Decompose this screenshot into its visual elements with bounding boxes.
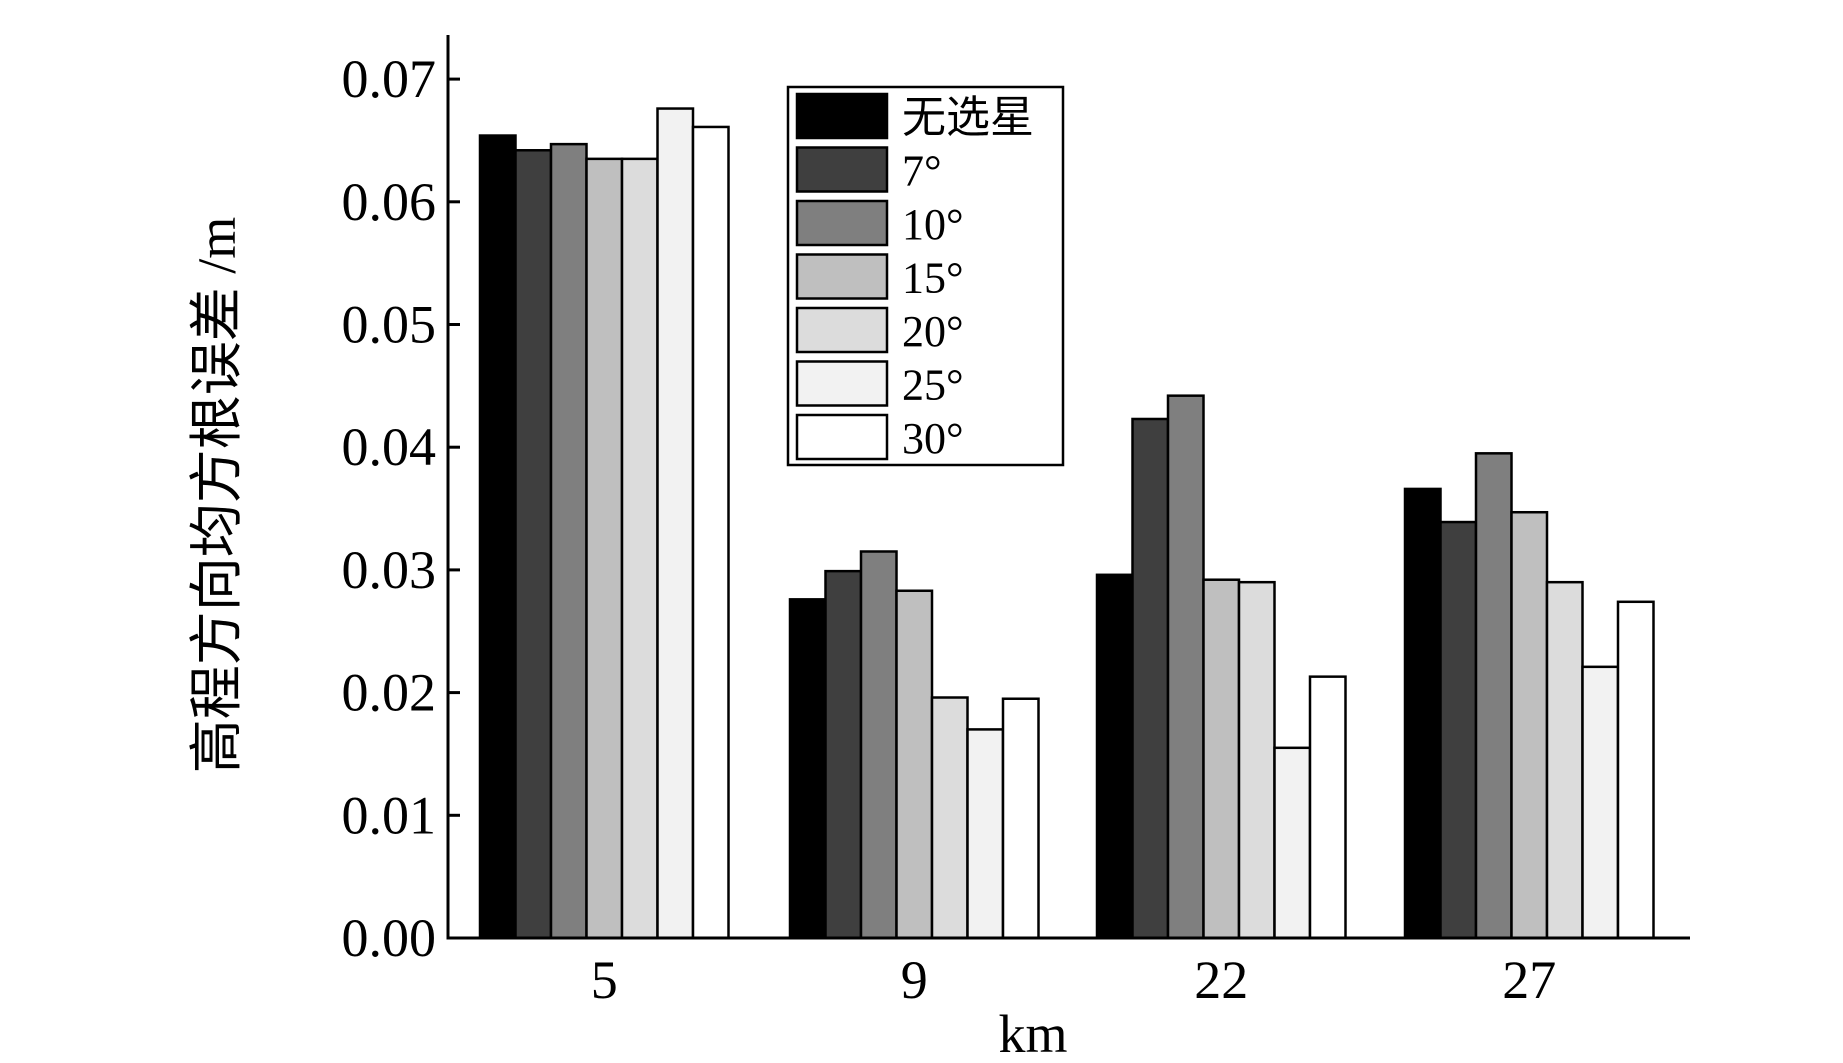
bar-5-series-1 (514, 149, 553, 940)
x-tick-label: 27 (1502, 950, 1556, 1010)
legend-label: 10° (902, 200, 964, 249)
bar-27-series-1 (1439, 520, 1478, 940)
x-axis-label: km (998, 1004, 1067, 1063)
bar-5-series-6 (691, 125, 730, 940)
bar-9-series-6 (1001, 697, 1040, 940)
y-axis-label: 高程方向均方根误差 /m (187, 217, 247, 774)
bars-group (478, 107, 1655, 940)
x-tick-label: 5 (591, 950, 618, 1010)
legend-swatch (795, 92, 889, 140)
y-tick-label: 0.04 (342, 417, 437, 477)
bar-9-series-3 (895, 589, 934, 940)
legend-swatch (795, 199, 889, 247)
bar-5-series-5 (656, 107, 695, 940)
legend-label: 7° (902, 147, 942, 196)
legend-swatch (795, 413, 889, 461)
bar-22-series-4 (1237, 580, 1276, 940)
y-tick-label: 0.07 (342, 49, 437, 109)
legend-label: 15° (902, 254, 964, 303)
y-tick-label: 0.01 (342, 785, 437, 845)
legend-label: 20° (902, 307, 964, 356)
bar-5-series-3 (585, 157, 624, 940)
bar-22-series-6 (1308, 675, 1347, 940)
bar-22-series-5 (1273, 746, 1312, 940)
bar-27-series-2 (1474, 452, 1513, 940)
y-tick-label: 0.03 (342, 540, 437, 600)
bar-22-series-1 (1131, 417, 1170, 940)
legend-swatch (795, 146, 889, 193)
bar-9-series-4 (930, 696, 969, 940)
bar-22-series-2 (1166, 394, 1205, 940)
bar-9-series-2 (859, 550, 898, 940)
bar-27-series-0 (1403, 487, 1442, 940)
bar-9-series-5 (966, 728, 1005, 940)
legend-swatch (795, 253, 889, 300)
x-axis-ticks: 5 9 22 27 (591, 950, 1557, 1010)
y-tick-label: 0.05 (342, 295, 437, 355)
x-tick-label: 9 (901, 950, 928, 1010)
bar-27-series-5 (1581, 665, 1620, 940)
bar-27-series-6 (1616, 600, 1655, 940)
bar-5-series-4 (620, 157, 659, 940)
legend-swatch (795, 360, 889, 407)
y-axis-ticks: 0.00 0.01 0.02 0.03 0.04 0.05 0.06 0.07 (342, 49, 460, 968)
bar-9-series-1 (824, 569, 863, 940)
y-tick-label: 0.02 (342, 663, 437, 723)
bar-9-series-0 (788, 598, 827, 940)
bar-22-series-3 (1202, 578, 1241, 940)
x-tick-label: 22 (1194, 950, 1248, 1010)
legend-label: 无选星 (902, 93, 1034, 142)
bar-27-series-4 (1545, 580, 1584, 940)
y-tick-label: 0.06 (342, 172, 437, 232)
legend-swatch (795, 306, 889, 354)
legend-label: 30° (902, 414, 964, 463)
y-tick-label: 0.00 (342, 908, 437, 968)
bar-22-series-0 (1095, 573, 1134, 940)
bar-5-series-2 (549, 142, 588, 940)
bar-5-series-0 (478, 134, 517, 940)
legend-label: 25° (902, 361, 964, 410)
bar-27-series-3 (1510, 510, 1549, 940)
legend: 无选星 7°10° 15°20° 25°30° (786, 85, 1065, 467)
